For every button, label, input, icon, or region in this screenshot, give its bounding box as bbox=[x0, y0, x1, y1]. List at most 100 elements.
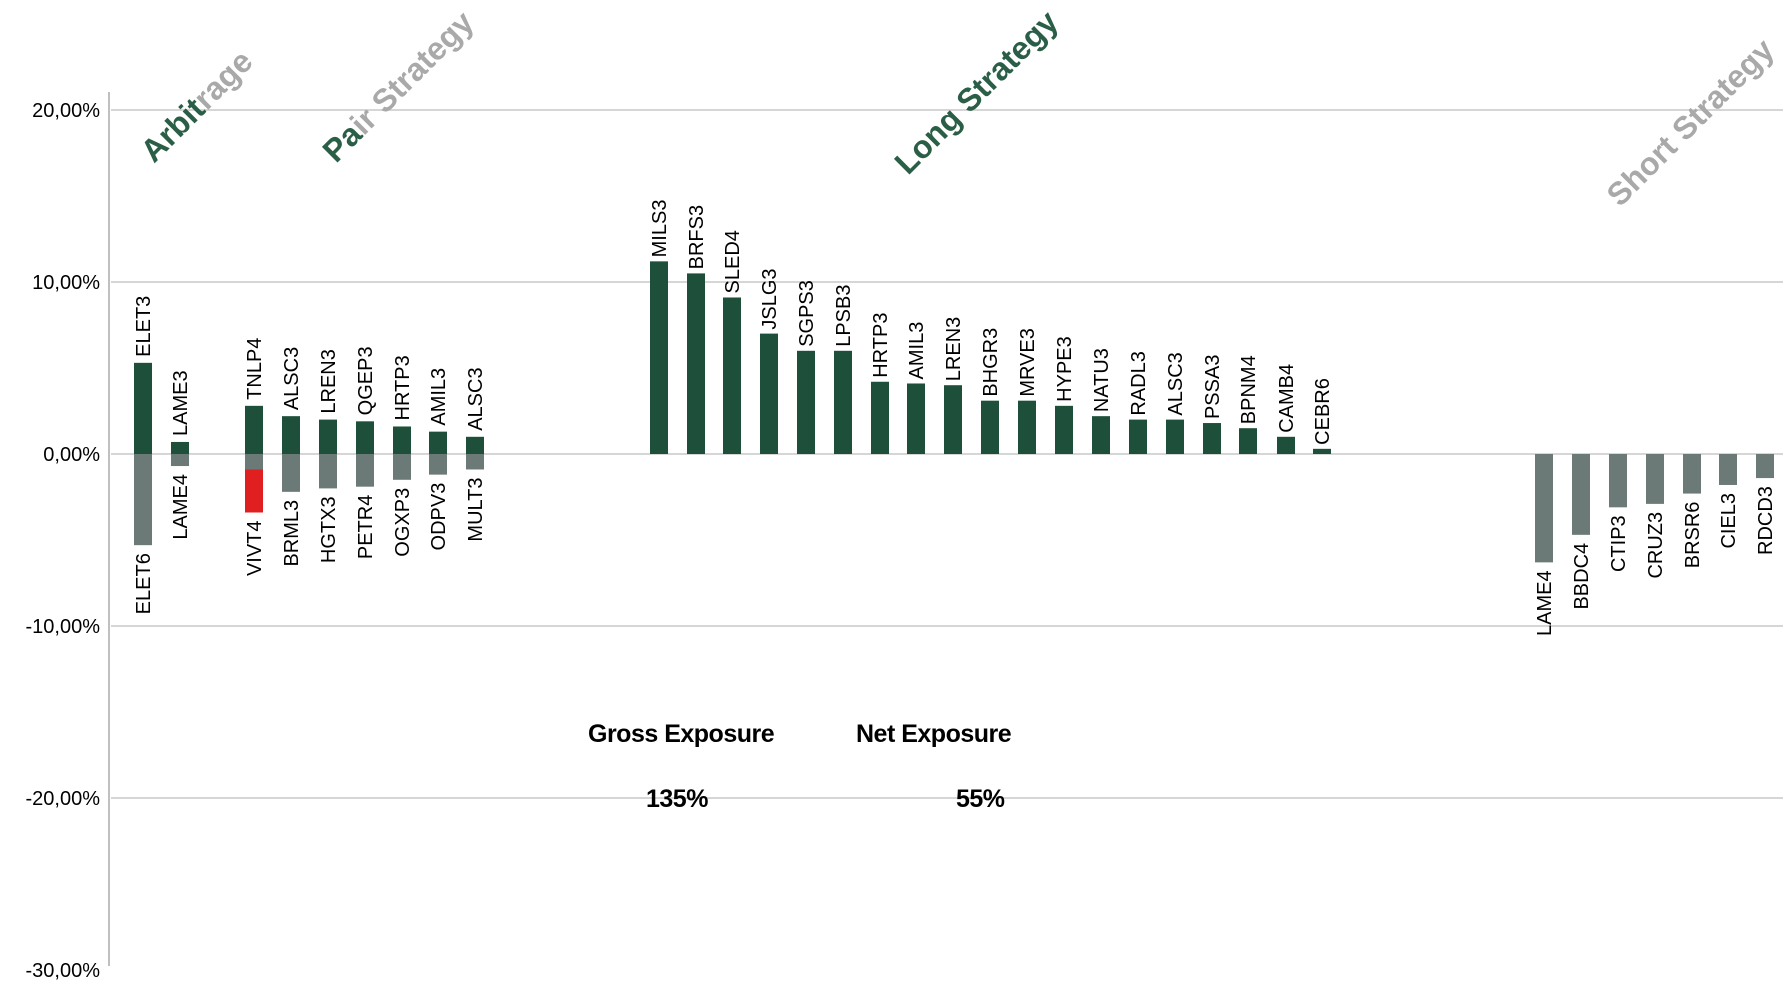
long-bar-label: HRTP3 bbox=[870, 313, 892, 378]
y-tick-label: -30,00% bbox=[26, 960, 101, 982]
short-bar-label: BRML3 bbox=[281, 500, 303, 567]
y-tick-label: 20,00% bbox=[32, 100, 100, 122]
long-bar-label: SLED4 bbox=[722, 230, 744, 293]
long-bar-label: AMIL3 bbox=[428, 368, 450, 426]
exposure-summary: Gross Exposure 135% Net Exposure 55% bbox=[588, 720, 1012, 813]
short-bar bbox=[466, 454, 484, 470]
long-bar-label: SGPS3 bbox=[796, 280, 818, 347]
long-bar-label: BRFS3 bbox=[686, 205, 708, 269]
y-tick-label: -20,00% bbox=[26, 788, 101, 810]
long-bar-label: ELET3 bbox=[133, 296, 155, 357]
long-bar bbox=[723, 297, 741, 454]
section-title: Pair Strategy bbox=[315, 4, 480, 169]
net-exposure-label: Net Exposure bbox=[856, 720, 1012, 748]
long-bar bbox=[1092, 416, 1110, 454]
short-bar bbox=[1719, 454, 1737, 485]
long-bar-label: LPSB3 bbox=[833, 285, 855, 347]
long-bar-label: LREN3 bbox=[318, 349, 340, 413]
short-bar-label: LAME4 bbox=[170, 474, 192, 540]
long-bar bbox=[1239, 428, 1257, 454]
short-bar-label: VIVT4 bbox=[244, 520, 266, 576]
short-bar-label: CTIP3 bbox=[1608, 515, 1630, 572]
short-bar bbox=[282, 454, 300, 492]
short-bar bbox=[319, 454, 337, 489]
long-bar-label: CAMB4 bbox=[1276, 364, 1298, 433]
long-bar-label: LAME3 bbox=[170, 370, 192, 436]
long-bar bbox=[356, 421, 374, 454]
long-bar bbox=[687, 273, 705, 454]
long-bar bbox=[466, 436, 484, 454]
short-bar bbox=[171, 454, 189, 467]
long-bar bbox=[319, 419, 337, 454]
long-bar bbox=[650, 261, 668, 454]
long-bar-label: HYPE3 bbox=[1054, 336, 1076, 402]
long-bar bbox=[245, 405, 263, 454]
long-bar bbox=[834, 350, 852, 454]
section-title: Arbitrage bbox=[133, 43, 259, 169]
long-bar bbox=[134, 362, 152, 454]
short-bar bbox=[429, 454, 447, 475]
short-bar bbox=[134, 454, 152, 546]
long-bar-label: RADL3 bbox=[1128, 351, 1150, 415]
short-bar bbox=[393, 454, 411, 480]
long-bar-label: AMIL3 bbox=[906, 322, 928, 380]
long-bar-label: ALSC3 bbox=[1165, 352, 1187, 415]
long-bar bbox=[282, 416, 300, 454]
bar-labels: ELET3 ELET6 LAME3 LAME4 TNLP4 VIVT4 ALSC3 BRML3… bbox=[133, 200, 1777, 636]
short-bar bbox=[1683, 454, 1701, 494]
long-bar bbox=[1313, 448, 1331, 454]
section-title: Long Strategy bbox=[887, 3, 1065, 181]
short-bar bbox=[1535, 454, 1553, 563]
long-bar bbox=[1018, 400, 1036, 454]
section-titles: Arbitrage Pair Strategy Long Strategy Short… bbox=[133, 3, 1781, 213]
long-bar-label: MRVE3 bbox=[1017, 328, 1039, 397]
short-bar-label: LAME4 bbox=[1534, 570, 1556, 636]
long-bar bbox=[171, 441, 189, 454]
short-bar-label: ODPV3 bbox=[428, 483, 450, 551]
long-bar-label: HRTP3 bbox=[392, 355, 414, 420]
net-exposure-value: 55% bbox=[956, 785, 1005, 813]
long-bar-label: ALSC3 bbox=[465, 367, 487, 430]
short-bar bbox=[1572, 454, 1590, 535]
long-bar bbox=[1166, 419, 1184, 454]
long-bar bbox=[760, 333, 778, 454]
short-bar-label: ELET6 bbox=[133, 553, 155, 614]
short-bar bbox=[356, 454, 374, 487]
short-bar-label: CRUZ3 bbox=[1645, 512, 1667, 579]
section-title: Short Strategy bbox=[1599, 31, 1781, 213]
long-bar bbox=[393, 426, 411, 454]
long-bar bbox=[1203, 423, 1221, 454]
long-bar-label: BPNM4 bbox=[1238, 355, 1260, 424]
long-bar bbox=[907, 383, 925, 454]
short-bar bbox=[1756, 454, 1774, 479]
short-bar-label: OGXP3 bbox=[392, 488, 414, 557]
long-bar bbox=[1055, 405, 1073, 454]
long-bar-label: TNLP4 bbox=[244, 338, 266, 400]
long-bar-label: QGEP3 bbox=[355, 346, 377, 415]
long-bar-label: JSLG3 bbox=[759, 268, 781, 329]
long-bar bbox=[1129, 419, 1147, 454]
short-bar-label: RDCD3 bbox=[1755, 486, 1777, 555]
gross-exposure-label: Gross Exposure bbox=[588, 720, 775, 748]
y-axis-tick-labels: 20,00% 10,00% 0,00% -10,00% -20,00% -30,00% bbox=[26, 100, 101, 982]
short-bar-label: BRSR6 bbox=[1682, 502, 1704, 569]
long-bar bbox=[429, 431, 447, 454]
y-tick-label: 0,00% bbox=[43, 444, 100, 466]
long-bar-label: CEBR6 bbox=[1312, 378, 1334, 445]
y-tick-label: -10,00% bbox=[26, 616, 101, 638]
long-bar-label: ALSC3 bbox=[281, 347, 303, 410]
short-bar-label: CIEL3 bbox=[1718, 493, 1740, 549]
short-bar-label: PETR4 bbox=[355, 495, 377, 559]
long-bar-label: NATU3 bbox=[1091, 348, 1113, 412]
long-bar bbox=[1277, 436, 1295, 454]
short-bar bbox=[1609, 454, 1627, 508]
short-bar-label: MULT3 bbox=[465, 477, 487, 541]
gross-exposure-value: 135% bbox=[646, 785, 708, 813]
short-bar-label: BBDC4 bbox=[1571, 543, 1593, 610]
long-bar-label: PSSA3 bbox=[1202, 355, 1224, 419]
long-bar-label: BHGR3 bbox=[980, 328, 1002, 397]
y-tick-label: 10,00% bbox=[32, 272, 100, 294]
long-bar-label: LREN3 bbox=[943, 317, 965, 381]
long-bar bbox=[797, 350, 815, 454]
long-bar-label: MILS3 bbox=[649, 200, 671, 258]
